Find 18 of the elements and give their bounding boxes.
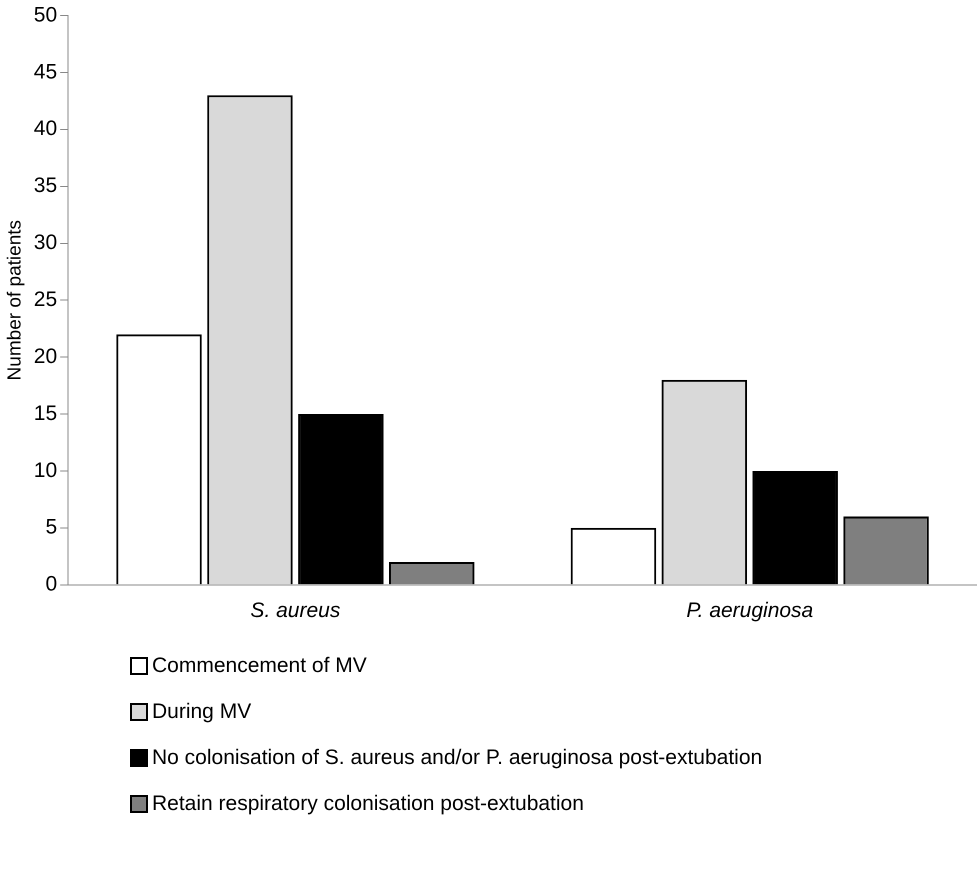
x-tick-label: S. aureus [250, 599, 341, 622]
legend-label: During MV [152, 700, 252, 724]
y-axis-title: Number of patients [4, 220, 26, 380]
y-tick-label: 35 [34, 174, 58, 198]
y-tick-label: 15 [34, 402, 58, 425]
y-tick-label: 40 [34, 117, 58, 140]
y-tick-label: 30 [34, 231, 58, 254]
y-tick-label: 50 [34, 3, 58, 26]
y-tick-label: 10 [34, 458, 58, 482]
x-tick-label: P. aeruginosa [686, 599, 814, 622]
legend-label: Retain respiratory colonisation post-extubation [152, 792, 584, 816]
y-tick-label: 45 [34, 60, 58, 84]
legend-label: No colonisation of S. aureus and/or P. aeruginosa post-extubation [152, 746, 762, 770]
y-tick-label: 20 [34, 344, 58, 368]
y-tick-label: 25 [34, 288, 58, 311]
y-tick-label: 0 [45, 572, 58, 596]
legend-label: Commencement of MV [152, 654, 367, 678]
y-tick-label: 5 [45, 516, 58, 539]
